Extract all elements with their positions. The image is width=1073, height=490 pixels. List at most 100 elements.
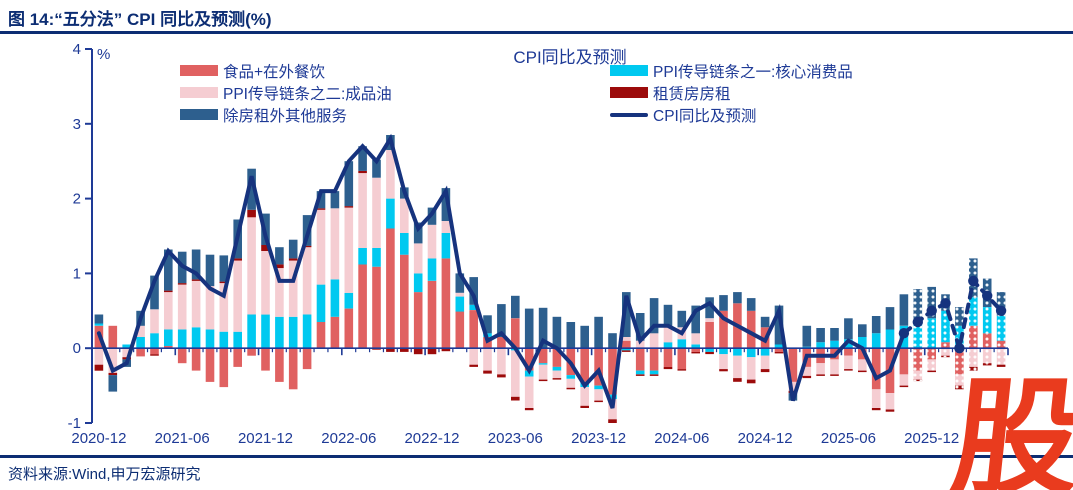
legend-item: PPI传导链条之二:成品油 — [180, 83, 392, 103]
y-axis-label: 4 — [73, 41, 81, 58]
chart-title: CPI同比及预测 — [513, 48, 627, 67]
bar-segment — [858, 359, 867, 371]
watermark: 股 — [945, 368, 1073, 490]
bar-segment — [108, 348, 118, 373]
bar-segment — [705, 351, 714, 355]
bar-segment — [219, 255, 229, 282]
bar-segment — [858, 337, 867, 349]
bar-segment — [691, 344, 700, 349]
x-axis-label: 2024-06 — [654, 430, 709, 447]
forecast-bar-overlay — [927, 359, 936, 371]
bar-segment — [552, 378, 562, 380]
bar-segment — [830, 328, 839, 341]
bar-segment — [746, 379, 756, 384]
legend-label: CPI同比及预测 — [653, 107, 757, 125]
bar-segment — [719, 348, 728, 355]
bar-segment — [524, 408, 534, 411]
bar-segment — [622, 348, 631, 351]
bar-segment — [733, 348, 742, 356]
bar-segment — [885, 393, 895, 410]
forecast-bar-overlay — [996, 316, 1006, 341]
bar-segment — [358, 170, 367, 174]
forecast-bar-overlay — [927, 318, 936, 349]
forecast-bar-overlay — [982, 363, 992, 366]
bar-segment — [622, 340, 631, 349]
bar-segment — [150, 348, 159, 355]
forecast-bar-overlay — [996, 348, 1006, 365]
legend-item: PPI传导链条之一:核心消费品 — [610, 61, 853, 81]
bar-segment — [400, 233, 409, 255]
bar-segment — [719, 310, 728, 349]
forecast-bar-overlay — [941, 310, 950, 343]
bar-segment — [719, 295, 728, 311]
bar-segment — [358, 146, 367, 171]
bar-segment — [705, 348, 714, 352]
bar-segment — [219, 348, 229, 388]
bar-segment — [594, 348, 603, 386]
bar-segment — [871, 408, 881, 411]
bar-segment — [191, 348, 201, 371]
bar-segment — [219, 281, 229, 284]
bar-segment — [413, 348, 423, 355]
bar-segment — [358, 248, 367, 265]
bar-segment — [844, 355, 853, 370]
x-axis-label: 2022-12 — [404, 430, 459, 447]
bar-segment — [94, 323, 104, 326]
bar-segment — [899, 374, 909, 386]
cpi-line-actual — [96, 133, 906, 409]
bar-segment — [177, 283, 187, 285]
y-axis-label: 0 — [73, 340, 81, 357]
bar-segment — [691, 348, 700, 352]
bar-segment — [663, 348, 673, 367]
bar-segment — [191, 280, 201, 328]
legend-label: PPI传导链条之一:核心消费品 — [653, 63, 853, 81]
forecast-bar-overlay — [982, 307, 992, 334]
bar-segment — [330, 191, 340, 209]
bar-segment — [844, 369, 853, 371]
bar-segment — [247, 314, 256, 349]
bar-segment — [344, 292, 354, 309]
bar-segment — [497, 374, 506, 378]
bar-segment — [233, 331, 242, 349]
bar-segment — [261, 314, 270, 349]
bar-segment — [219, 331, 229, 349]
bar-segment — [427, 258, 437, 281]
bar-segment — [455, 311, 465, 349]
bar-segment — [455, 273, 465, 293]
bar-segment — [538, 363, 548, 365]
bar-segment — [635, 374, 645, 376]
bar-segment — [316, 191, 326, 209]
bar-segment — [288, 258, 298, 261]
bar-segment — [844, 348, 853, 356]
forecast-bar-overlay — [969, 348, 978, 367]
bar-segment — [164, 346, 173, 349]
bar-segment — [663, 304, 673, 326]
bar-segment — [746, 310, 756, 349]
bar-segment — [288, 348, 298, 390]
legend-color-swatch — [610, 87, 648, 98]
bar-segment — [261, 245, 270, 251]
bar-segment — [330, 208, 340, 280]
forecast-marker — [995, 305, 1007, 316]
bar-segment — [760, 316, 770, 328]
bar-segment — [302, 348, 312, 370]
x-axis-label: 2023-12 — [571, 430, 626, 447]
bar-segment — [538, 348, 548, 364]
legend-item: CPI同比及预测 — [610, 105, 853, 125]
forecast-bar-overlay — [913, 370, 923, 380]
bar-segment — [94, 364, 104, 371]
bar-segment — [871, 316, 881, 334]
bar-segment — [663, 366, 673, 370]
bar-segment — [552, 370, 562, 379]
bar-segment — [205, 348, 215, 382]
legend-color-swatch — [180, 109, 218, 120]
bar-segment — [580, 325, 589, 349]
bar-segment — [594, 400, 603, 403]
bar-segment — [94, 314, 104, 324]
bar-segment — [608, 399, 617, 420]
bar-segment — [191, 279, 201, 281]
bar-segment — [816, 342, 825, 349]
bar-segment — [816, 328, 825, 343]
bar-segment — [344, 308, 354, 349]
bar-segment — [413, 243, 423, 274]
